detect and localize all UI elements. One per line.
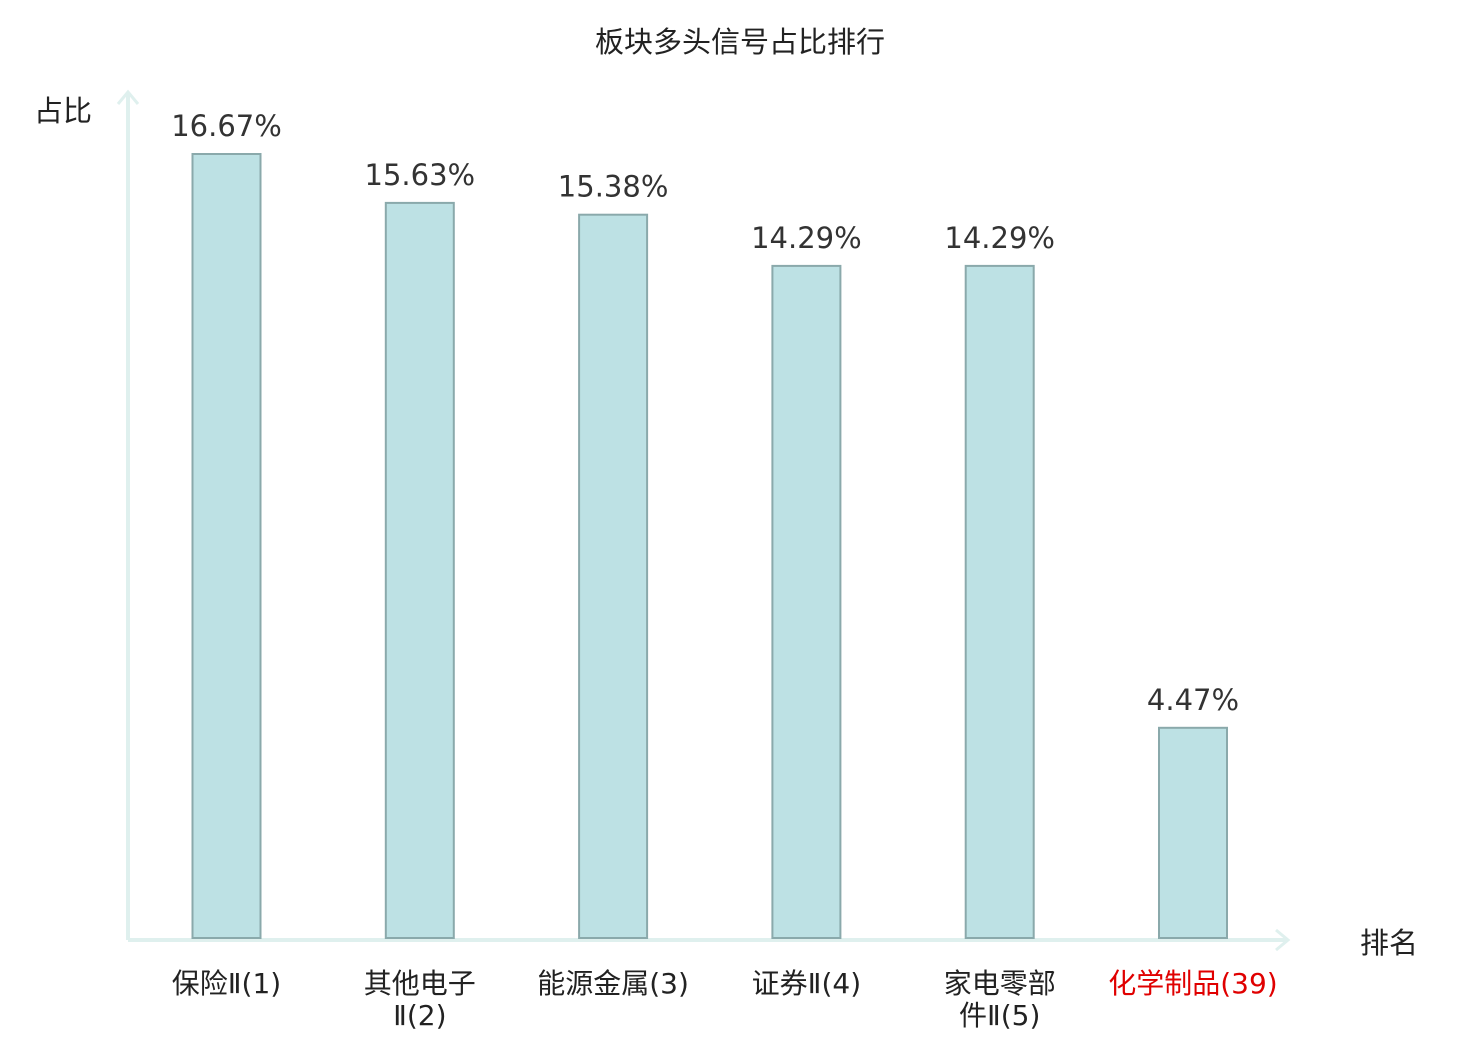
bar-1 [191,153,262,939]
category-label-4: 证券Ⅱ(4) [752,967,861,1000]
value-label-5: 14.29% [944,221,1055,255]
chart-title: 板块多头信号占比排行 [595,25,885,59]
bar-5 [964,264,1035,939]
value-label-4: 14.29% [751,221,862,255]
category-label-5-line-2: 件Ⅱ(5) [959,999,1040,1032]
axes [116,89,1291,952]
bar-6 [1158,726,1228,939]
y-axis-arrow [116,89,140,105]
value-label-1: 16.67% [171,109,282,143]
bar-3 [578,213,649,939]
category-label-3: 能源金属(3) [537,967,689,1000]
value-label-2: 15.63% [365,158,476,192]
value-labels-group: 16.67% 15.63% 15.38% 14.29% 14.29% 4.47% [171,109,1239,717]
value-label-3: 15.38% [558,170,669,204]
category-label-5-line-1: 家电零部 [944,967,1056,1000]
category-label-1: 保险Ⅱ(1) [172,967,281,1000]
category-label-6: 化学制品(39) [1108,967,1277,1000]
x-axis-arrow [1275,928,1291,952]
category-label-2-line-1: 其他电子 [364,967,476,1000]
x-axis-label: 排名 [1360,926,1418,960]
bars-group [191,153,1228,939]
value-label-6: 4.47% [1147,683,1239,717]
bar-4 [771,264,842,939]
bar-2 [384,201,455,939]
category-label-2-line-2: Ⅱ(2) [393,999,446,1032]
y-axis-label: 占比 [34,94,92,128]
